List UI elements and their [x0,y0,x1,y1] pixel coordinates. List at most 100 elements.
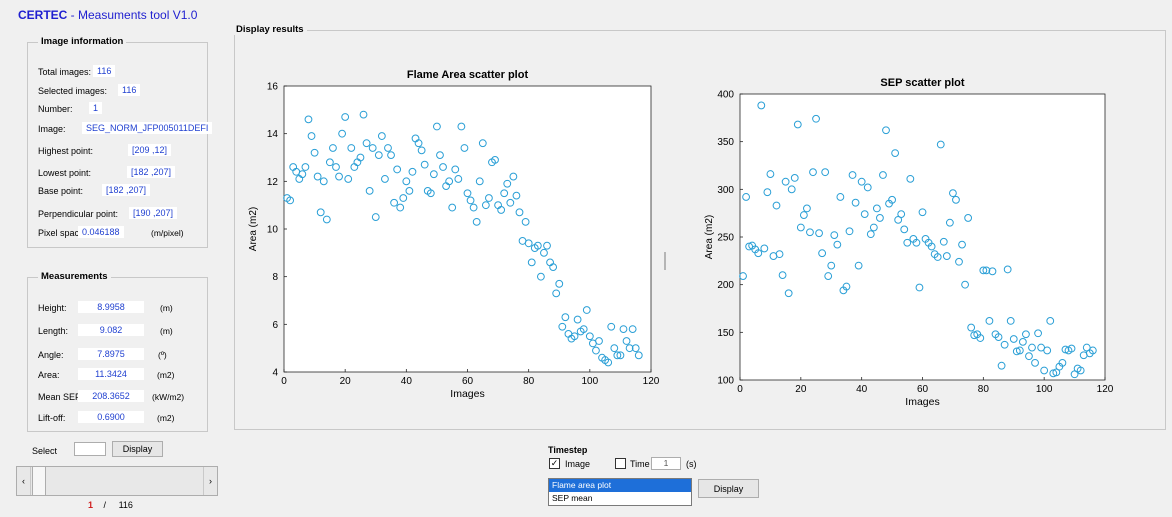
select-input[interactable] [74,442,106,456]
measurement-label: Lift-off: [38,413,65,423]
y-tick-label: 12 [267,177,279,188]
select-label: Select [32,446,57,456]
y-tick-label: 200 [717,280,734,291]
y-tick-label: 6 [272,320,278,331]
image-checkbox[interactable]: ✓ [549,458,560,469]
measurement-unit: (m2) [157,413,174,423]
x-axis-label: Images [450,388,484,400]
x-tick-label: 80 [523,376,535,387]
x-axis-label: Images [905,396,939,408]
image-info-label: Image: [38,124,66,134]
app-title: CERTEC - Measuments tool V1.0 [18,8,197,22]
x-tick-label: 0 [281,376,287,387]
y-tick-label: 14 [267,129,279,140]
x-tick-label: 80 [978,384,990,395]
plot-area [284,86,651,372]
image-checkbox-label: Image [565,459,590,469]
app-title-rest: - Measuments tool V1.0 [67,8,197,22]
plot-option-flame-area[interactable]: Flame area plot [549,479,691,492]
x-tick-label: 40 [856,384,868,395]
measurement-value: 0.6900 [78,411,144,423]
image-info-label: Lowest point: [38,168,91,178]
select-display-button[interactable]: Display [112,441,163,457]
measurement-unit: (m) [160,303,173,313]
x-tick-label: 60 [917,384,929,395]
measurement-value: 11.3424 [78,368,144,380]
charts-canvas: Flame Area scatter plot0 20 40 60 80 100 12046… [234,60,1166,420]
plot-option-sep-mean[interactable]: SEP mean [549,492,691,505]
y-tick-label: 8 [272,272,278,283]
measurement-value: 7.8975 [78,348,144,360]
slider-right-arrow[interactable]: › [203,467,217,495]
chevron-right-icon: › [209,476,212,486]
x-tick-label: 40 [401,376,413,387]
slider-total: 116 [119,500,133,510]
image-info-value: 0.046188 [78,226,124,238]
slider-current: 1 [88,500,93,510]
measurements-title: Measurements [38,271,111,282]
image-info-value: 116 [118,84,140,96]
y-tick-label: 300 [717,185,734,196]
chevron-left-icon: ‹ [22,476,25,486]
y-tick-label: 350 [717,137,734,148]
x-tick-label: 60 [462,376,474,387]
image-info-label: Selected images: [38,86,107,96]
image-info-value: 116 [93,65,115,77]
time-input[interactable]: 1 [651,457,681,470]
image-info-label: Highest point: [38,146,93,156]
measurement-value: 8.9958 [78,301,144,313]
y-tick-label: 100 [717,376,734,387]
x-tick-label: 100 [581,376,598,387]
chart-title: SEP scatter plot [880,77,964,89]
measurement-label: Area: [38,370,60,380]
y-tick-label: 250 [717,233,734,244]
measurement-label: Length: [38,326,68,336]
image-info-value: 1 [89,102,102,114]
measurement-label: Angle: [38,350,64,360]
x-tick-label: 100 [1036,384,1053,395]
y-axis-label: Area (m2) [704,215,715,259]
x-tick-label: 20 [795,384,807,395]
image-info-label: Number: [38,104,73,114]
plot-listbox[interactable]: Flame area plot SEP mean [548,478,692,506]
plot-display-button[interactable]: Display [698,479,759,498]
y-tick-label: 4 [272,368,278,379]
chart-title: Flame Area scatter plot [407,69,529,81]
y-tick-label: 16 [267,82,279,93]
image-information-title: Image information [38,36,126,47]
image-slider[interactable]: ‹ › [16,466,218,496]
slider-separator: / [104,500,107,510]
x-tick-label: 20 [340,376,352,387]
time-checkbox[interactable] [615,458,626,469]
image-info-value: SEG_NORM_JFP005011DEFI [82,122,212,134]
x-tick-label: 0 [737,384,743,395]
y-axis-label: Area (m2) [248,207,259,251]
image-info-value: [190 ,207] [129,207,177,219]
x-tick-label: 120 [1097,384,1114,395]
measurement-label: Mean SEP: [38,392,84,402]
time-checkbox-label: Time [630,459,650,469]
x-tick-label: 120 [643,376,660,387]
measurement-unit: (º) [158,350,167,360]
measurement-label: Height: [38,303,67,313]
display-results-title: Display results [233,24,307,35]
y-tick-label: 10 [267,225,279,236]
app-brand: CERTEC [18,8,67,22]
slider-left-arrow[interactable]: ‹ [17,467,31,495]
y-tick-label: 400 [717,90,734,101]
image-info-label: Base point: [38,186,83,196]
image-info-unit: (m/pixel) [151,228,184,238]
image-info-label: Total images: [38,67,91,77]
slider-counter: 1 / 116 [88,500,133,510]
image-info-value: [209 ,12] [128,144,171,156]
time-unit: (s) [686,459,697,469]
measurement-value: 208.3652 [78,390,144,402]
slider-thumb[interactable] [32,467,46,495]
measurement-value: 9.082 [78,324,144,336]
scatter-chart: SEP scatter plot 0 20 40 60 80 100 120 100 150 200… [704,77,1114,408]
measurement-unit: (m) [160,326,173,336]
image-info-value: [182 ,207] [102,184,150,196]
image-info-label: Perpendicular point: [38,209,118,219]
scatter-chart: Flame Area scatter plot 0 20 40 60 80 100 120 4 6… [248,69,660,400]
y-tick-label: 150 [717,328,734,339]
